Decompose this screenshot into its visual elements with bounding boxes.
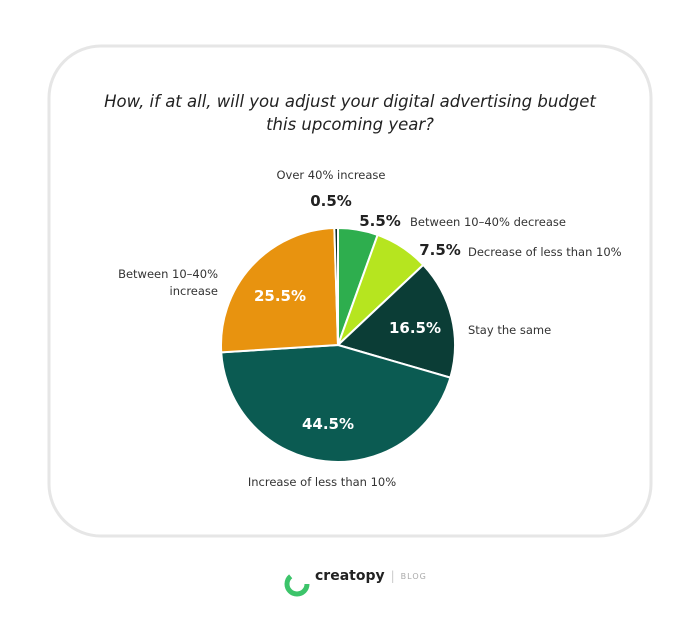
value-label: 0.5% bbox=[310, 192, 352, 210]
category-label: Between 10–40% decrease bbox=[410, 215, 566, 229]
logo bbox=[284, 571, 310, 597]
pie-slice bbox=[333, 226, 339, 346]
value-label: 16.5% bbox=[388, 319, 442, 337]
value-label: 5.5% bbox=[359, 212, 401, 230]
brand: creatopy bbox=[315, 568, 385, 584]
category-label: Stay the same bbox=[468, 323, 552, 337]
pie-slice bbox=[220, 227, 340, 354]
value-label: 44.5% bbox=[301, 415, 355, 433]
value-label: 25.5% bbox=[253, 287, 307, 305]
category-label: Over 40% increase bbox=[276, 168, 386, 182]
pie-slice bbox=[220, 343, 452, 463]
value-label: 7.5% bbox=[419, 241, 461, 259]
pie-slice bbox=[336, 263, 456, 379]
category-label: Between 10–40% increase bbox=[118, 267, 218, 298]
footer: creatopy | BLOG bbox=[285, 568, 427, 584]
chart-title: How, if at all, will you adjust your dig… bbox=[104, 92, 596, 134]
separator: | bbox=[390, 569, 395, 583]
category-label: Increase of less than 10% bbox=[247, 475, 397, 489]
category-label: Decrease of less than 10% bbox=[468, 245, 622, 259]
section: BLOG bbox=[400, 571, 427, 581]
pie bbox=[220, 226, 456, 463]
